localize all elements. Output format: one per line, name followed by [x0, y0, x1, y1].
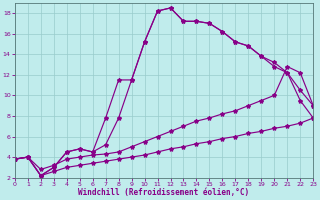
X-axis label: Windchill (Refroidissement éolien,°C): Windchill (Refroidissement éolien,°C): [78, 188, 250, 197]
